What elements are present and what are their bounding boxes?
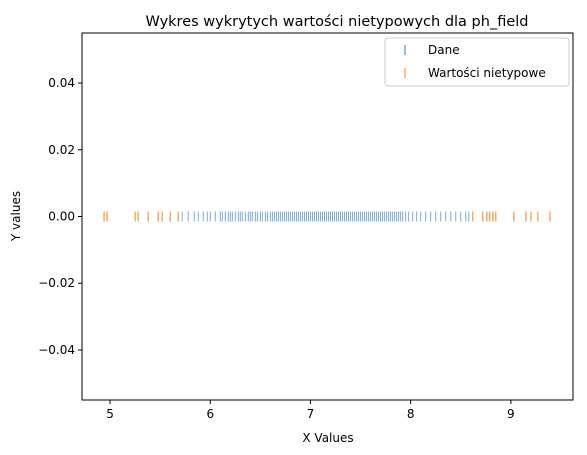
chart-title: Wykres wykrytych wartości nietypowych dl… (146, 14, 529, 30)
y-tick-label-0: 0.04 (48, 76, 75, 90)
x-tick-label-3: 8 (407, 407, 415, 421)
y-axis-label: Y values (9, 191, 23, 242)
x-tick-label-0: 5 (106, 407, 114, 421)
y-tick-label-1: 0.02 (48, 143, 75, 157)
legend-label-dane: Dane (428, 43, 460, 57)
legend-label-outliers: Wartości nietypowe (428, 66, 546, 80)
legend-box (384, 37, 570, 87)
x-tick-label-1: 6 (206, 407, 214, 421)
y-tick-label-3: −0.02 (38, 276, 75, 290)
data-marks (103, 211, 551, 222)
legend: Dane Wartości nietypowe (384, 37, 570, 87)
x-tick-label-2: 7 (307, 407, 315, 421)
x-tick-label-4: 9 (507, 407, 515, 421)
plot-area-frame (81, 32, 574, 401)
y-tick-label-4: −0.04 (38, 343, 75, 357)
x-axis-label: X Values (302, 431, 353, 445)
y-tick-label-2: 0.00 (48, 210, 75, 224)
axis-ticks: 5 6 7 8 9 0.04 0.02 0.00 −0.02 −0.04 (38, 76, 514, 421)
